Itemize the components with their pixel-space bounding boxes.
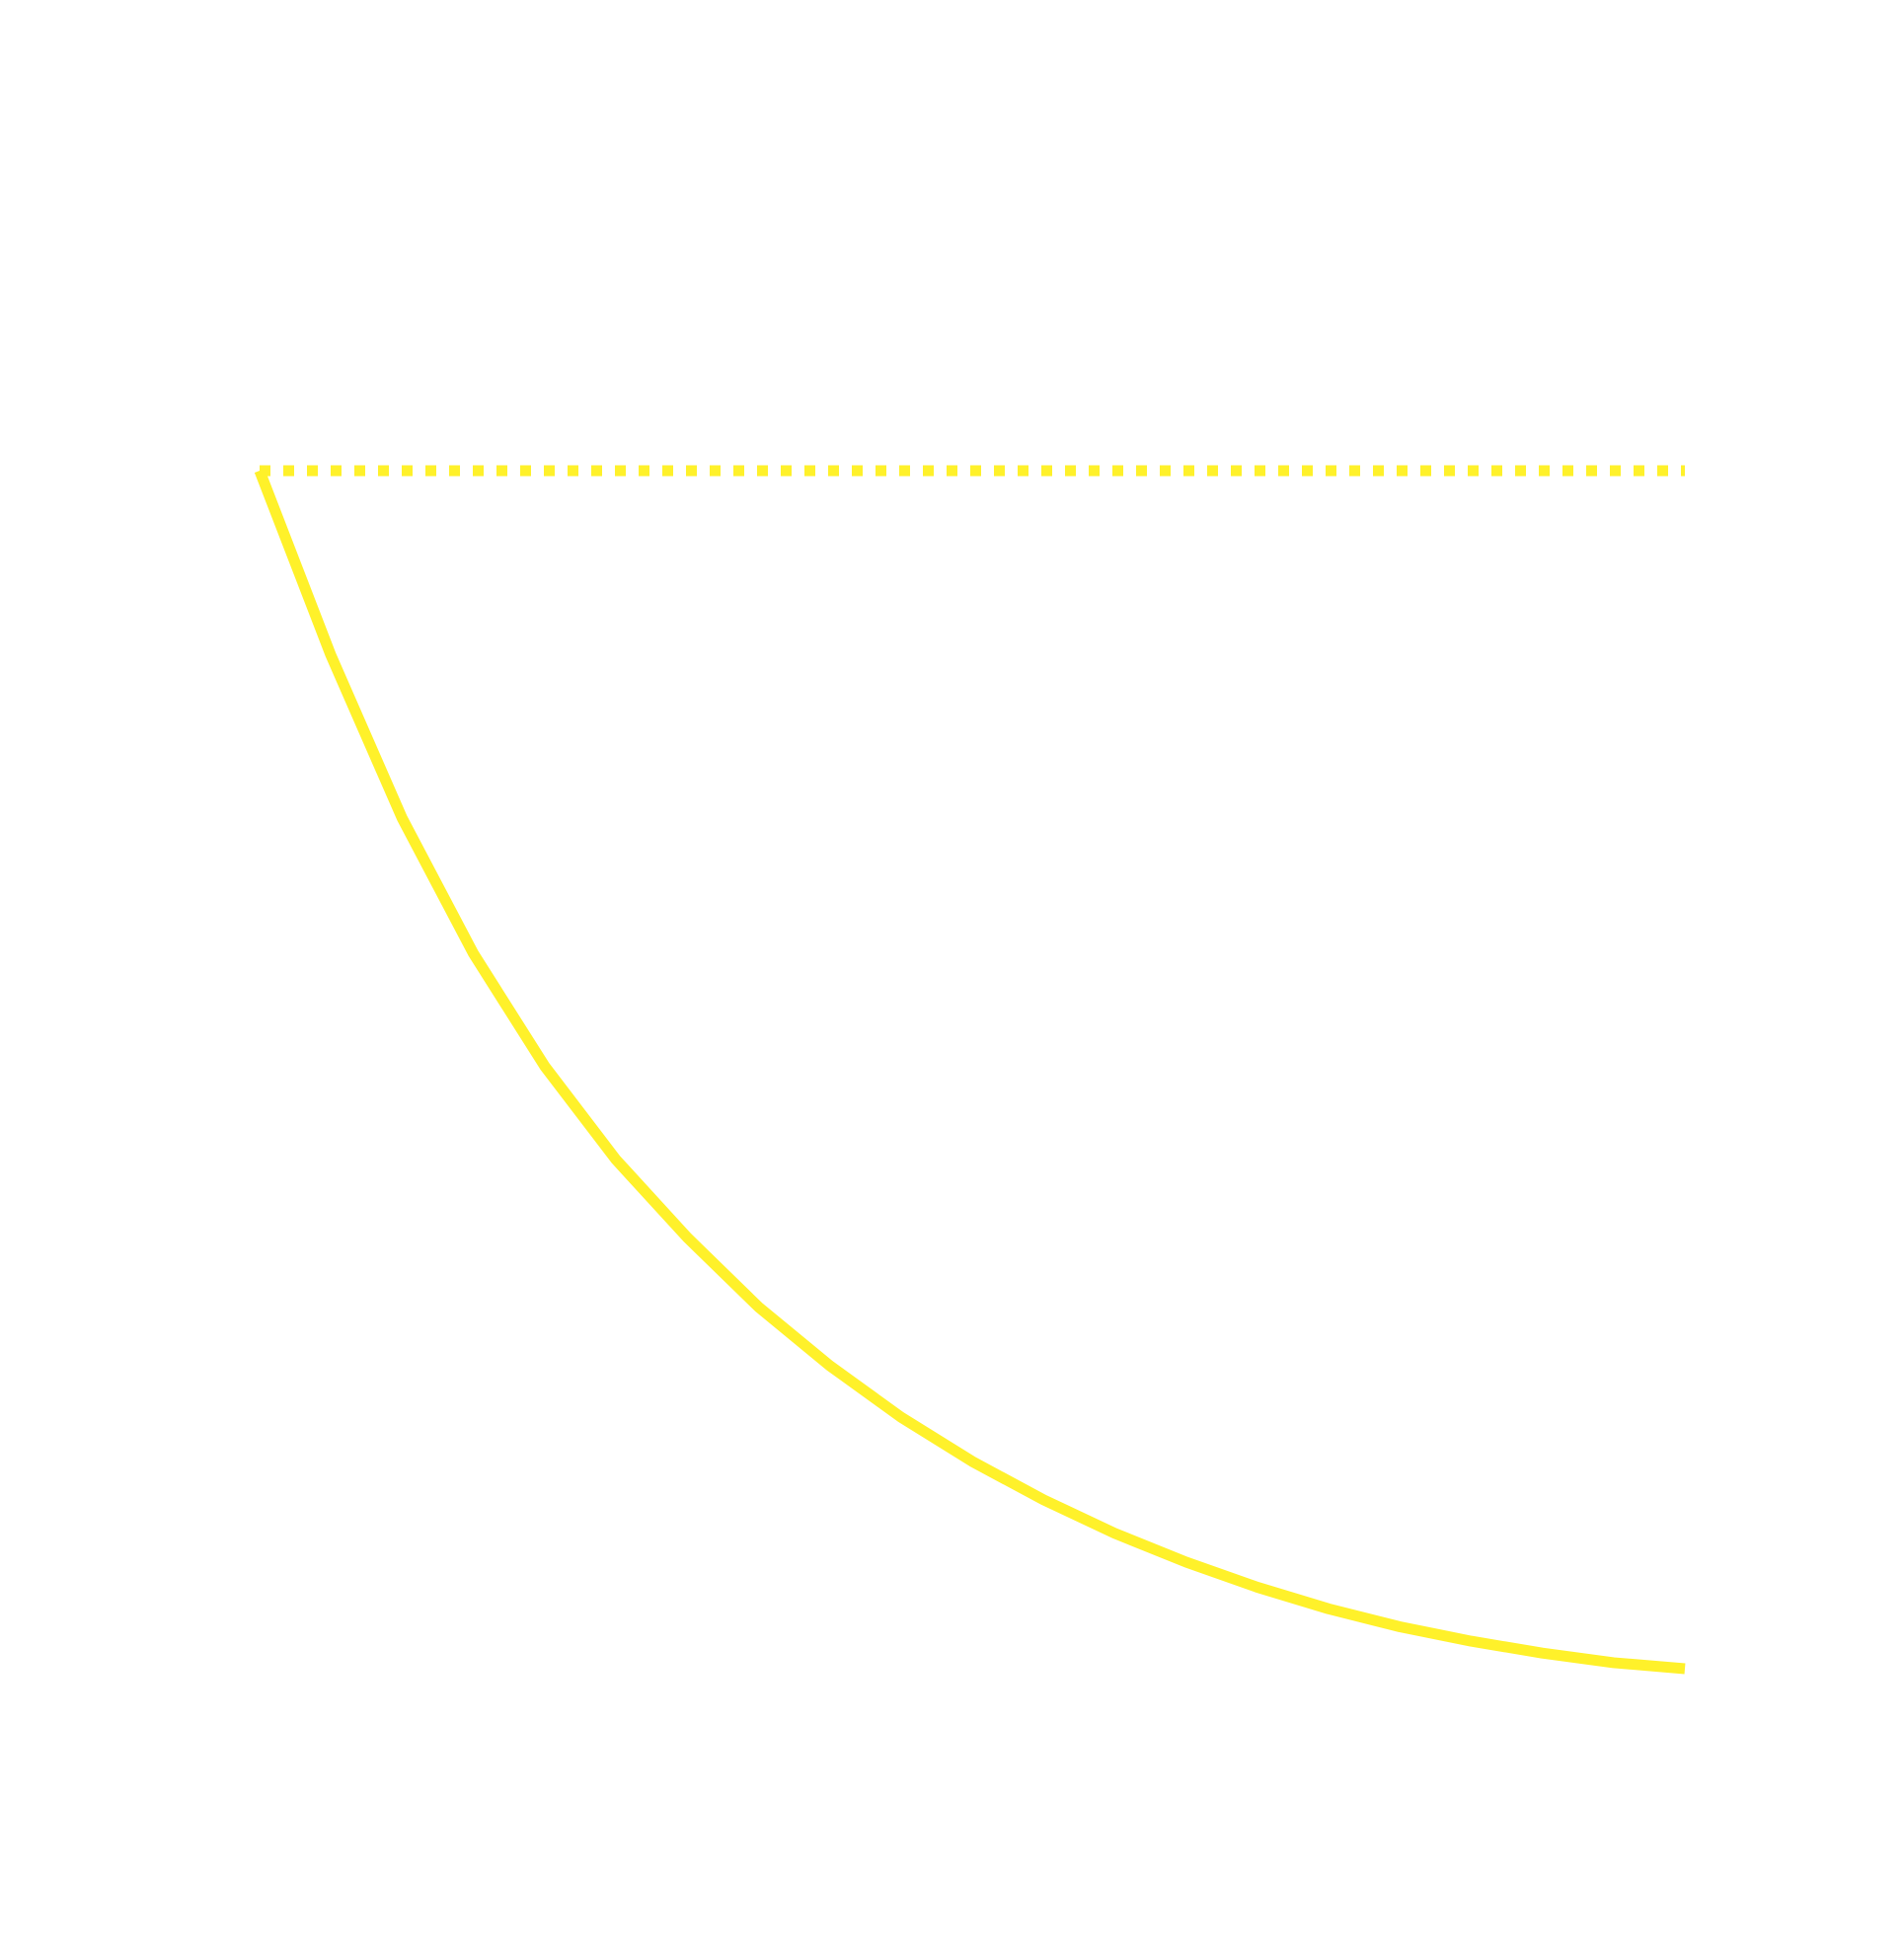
series-0-solid-line xyxy=(254,469,1686,1675)
series-layer xyxy=(254,465,1686,1675)
